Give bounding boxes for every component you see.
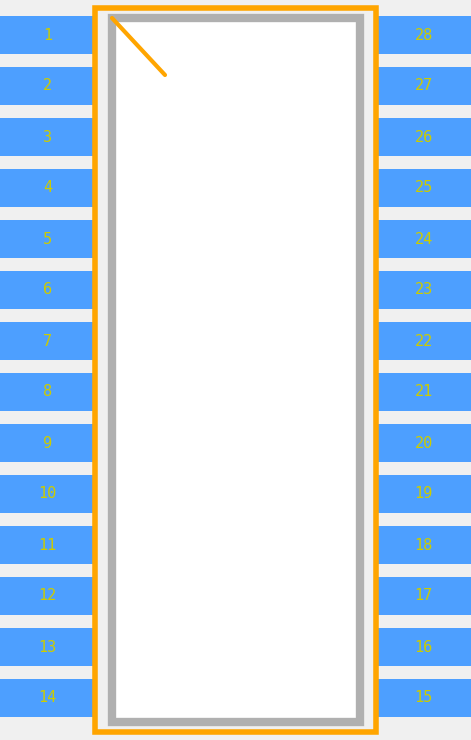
- Bar: [0, 271, 95, 309]
- Bar: [376, 271, 471, 309]
- Bar: [376, 679, 471, 717]
- Bar: [0, 67, 95, 105]
- Text: 12: 12: [38, 588, 57, 604]
- Bar: [95, 8, 376, 732]
- Text: 24: 24: [414, 232, 433, 246]
- Bar: [0, 577, 95, 615]
- Text: 3: 3: [43, 130, 52, 144]
- Bar: [0, 220, 95, 258]
- Bar: [0, 118, 95, 156]
- Text: 11: 11: [38, 537, 57, 553]
- Bar: [376, 526, 471, 564]
- Text: 13: 13: [38, 639, 57, 654]
- Bar: [376, 373, 471, 411]
- Bar: [0, 424, 95, 462]
- Bar: [376, 118, 471, 156]
- Bar: [0, 373, 95, 411]
- Bar: [0, 526, 95, 564]
- Bar: [376, 322, 471, 360]
- Text: 15: 15: [414, 690, 433, 705]
- Bar: [376, 475, 471, 513]
- Bar: [0, 475, 95, 513]
- Text: 7: 7: [43, 334, 52, 349]
- Bar: [376, 577, 471, 615]
- Text: 9: 9: [43, 436, 52, 451]
- Text: 19: 19: [414, 486, 433, 502]
- Text: 2: 2: [43, 78, 52, 93]
- Bar: [376, 220, 471, 258]
- Text: 17: 17: [414, 588, 433, 604]
- Bar: [376, 169, 471, 207]
- Bar: [376, 67, 471, 105]
- Text: 28: 28: [414, 27, 433, 42]
- Bar: [376, 424, 471, 462]
- Text: 27: 27: [414, 78, 433, 93]
- Bar: [0, 169, 95, 207]
- Text: 20: 20: [414, 436, 433, 451]
- Text: 6: 6: [43, 283, 52, 297]
- Bar: [376, 628, 471, 666]
- Text: 10: 10: [38, 486, 57, 502]
- Text: 4: 4: [43, 181, 52, 195]
- Bar: [0, 16, 95, 54]
- Bar: [112, 18, 360, 722]
- Text: 18: 18: [414, 537, 433, 553]
- Text: 26: 26: [414, 130, 433, 144]
- Text: 21: 21: [414, 385, 433, 400]
- Text: 1: 1: [43, 27, 52, 42]
- Bar: [0, 679, 95, 717]
- Text: 5: 5: [43, 232, 52, 246]
- Bar: [0, 628, 95, 666]
- Text: 23: 23: [414, 283, 433, 297]
- Text: 16: 16: [414, 639, 433, 654]
- Text: 25: 25: [414, 181, 433, 195]
- Bar: [0, 322, 95, 360]
- Text: 8: 8: [43, 385, 52, 400]
- Text: 14: 14: [38, 690, 57, 705]
- Bar: [376, 16, 471, 54]
- Text: 22: 22: [414, 334, 433, 349]
